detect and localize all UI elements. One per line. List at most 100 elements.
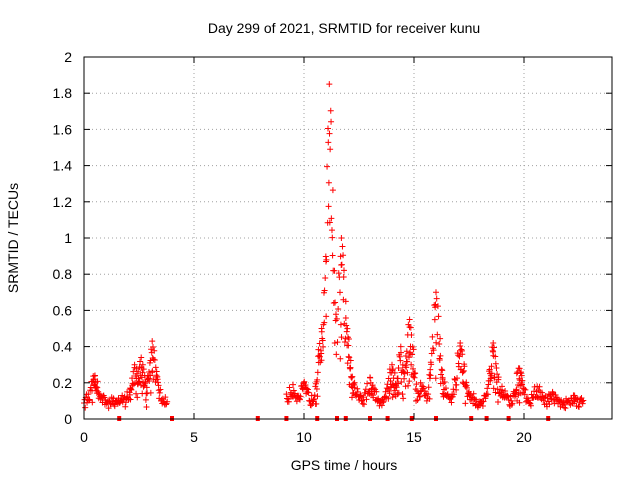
data-point — [349, 394, 356, 401]
data-point — [360, 394, 367, 401]
data-point — [313, 400, 320, 407]
data-point — [142, 396, 149, 403]
data-point — [518, 372, 525, 379]
data-point — [344, 325, 351, 332]
data-point — [331, 267, 338, 274]
data-point — [378, 402, 385, 409]
y-tick-label: 0 — [64, 411, 72, 427]
data-point — [154, 379, 161, 386]
data-point — [427, 366, 434, 373]
data-point — [499, 383, 505, 390]
data-point — [431, 316, 438, 323]
data-point — [134, 394, 141, 401]
data-point — [329, 252, 336, 259]
data-point — [406, 316, 413, 323]
data-point — [438, 371, 445, 378]
data-point — [369, 382, 376, 389]
data-point — [318, 357, 325, 364]
data-point — [354, 388, 361, 395]
data-point — [539, 389, 546, 396]
data-point — [90, 376, 97, 383]
data-point — [364, 380, 371, 387]
data-point — [321, 319, 328, 326]
data-point — [403, 348, 410, 355]
data-point — [527, 402, 534, 409]
data-point — [395, 380, 402, 387]
data-point — [453, 381, 460, 388]
data-point — [473, 396, 480, 403]
data-point — [287, 389, 294, 396]
y-tick-label: 1.2 — [53, 194, 73, 210]
data-point — [454, 375, 461, 382]
data-point — [409, 365, 416, 372]
data-point — [367, 374, 373, 381]
data-point — [439, 376, 446, 383]
data-point — [338, 334, 345, 341]
data-point — [357, 392, 364, 399]
data-point — [304, 389, 311, 396]
data-point — [488, 370, 495, 377]
data-point — [528, 391, 535, 398]
data-point — [470, 390, 477, 397]
data-point — [338, 235, 345, 241]
data-point — [326, 130, 333, 137]
x-tick-label: 20 — [516, 429, 532, 445]
data-point — [546, 401, 553, 408]
data-point — [413, 381, 420, 388]
data-point — [127, 386, 134, 393]
data-point — [509, 400, 516, 407]
data-point — [544, 395, 551, 402]
data-point — [433, 339, 440, 346]
data-point — [408, 361, 415, 368]
data-point — [147, 372, 154, 379]
data-point — [305, 389, 312, 396]
data-point — [410, 373, 417, 380]
data-point — [392, 387, 399, 394]
data-point — [149, 344, 156, 351]
data-point — [85, 391, 92, 398]
data-point — [433, 289, 439, 296]
y-tick-label: 1 — [64, 230, 72, 246]
data-point — [328, 215, 335, 222]
y-tick-label: 0.2 — [53, 375, 73, 391]
x-axis-label: GPS time / hours — [291, 457, 398, 473]
data-point — [325, 139, 332, 146]
data-point — [450, 391, 457, 398]
data-point — [359, 397, 366, 404]
data-point — [122, 403, 129, 410]
data-point — [343, 328, 350, 335]
data-point — [399, 391, 406, 398]
data-point — [333, 315, 340, 322]
data-point — [405, 321, 412, 328]
data-point — [476, 402, 483, 409]
data-point — [135, 368, 142, 375]
data-point — [94, 384, 101, 391]
data-point — [459, 351, 466, 358]
data-point — [332, 299, 339, 306]
data-point — [319, 337, 326, 344]
data-point — [480, 398, 487, 405]
x-tick-label: 10 — [296, 429, 312, 445]
data-point — [405, 354, 412, 361]
data-point — [138, 354, 145, 361]
data-point — [310, 396, 317, 403]
data-point — [336, 289, 343, 296]
axis-ticks: 00.20.40.60.811.21.41.61.820 5 10 15 20 — [53, 49, 612, 445]
data-point — [351, 379, 358, 386]
data-point — [152, 364, 159, 371]
data-point — [162, 401, 169, 408]
data-point — [458, 346, 465, 353]
data-point — [314, 369, 321, 376]
data-point — [311, 395, 318, 402]
data-series — [81, 81, 587, 412]
data-point — [389, 361, 395, 368]
data-point — [545, 398, 552, 405]
data-point — [296, 396, 303, 403]
data-point — [406, 324, 413, 331]
data-point — [345, 335, 352, 342]
data-point — [337, 321, 344, 328]
data-point — [484, 391, 491, 398]
data-point — [428, 361, 435, 368]
data-point — [338, 261, 345, 268]
data-point — [304, 386, 311, 393]
